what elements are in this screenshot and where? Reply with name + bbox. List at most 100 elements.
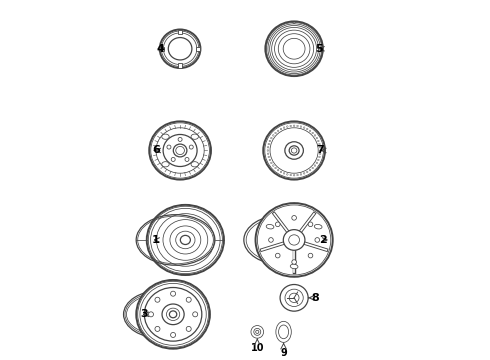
Circle shape <box>268 153 269 154</box>
Circle shape <box>178 138 182 141</box>
Circle shape <box>294 175 295 176</box>
Circle shape <box>290 174 292 176</box>
Circle shape <box>268 156 270 158</box>
Ellipse shape <box>276 321 292 342</box>
Circle shape <box>294 125 295 126</box>
Circle shape <box>277 130 279 132</box>
Ellipse shape <box>147 205 224 275</box>
Ellipse shape <box>290 264 298 269</box>
Circle shape <box>251 325 264 338</box>
Ellipse shape <box>266 224 274 229</box>
Ellipse shape <box>163 135 197 167</box>
Ellipse shape <box>168 37 192 60</box>
Text: 8: 8 <box>309 293 319 303</box>
Circle shape <box>277 169 279 171</box>
Circle shape <box>280 128 282 130</box>
Circle shape <box>171 157 175 161</box>
Text: 10: 10 <box>250 343 264 354</box>
Circle shape <box>268 143 270 145</box>
Circle shape <box>318 156 320 158</box>
Ellipse shape <box>285 142 303 159</box>
Bar <box>178 30 182 34</box>
Circle shape <box>318 159 319 161</box>
Circle shape <box>290 125 292 127</box>
Circle shape <box>306 128 308 130</box>
Circle shape <box>314 165 316 166</box>
Circle shape <box>269 159 270 161</box>
Circle shape <box>312 167 314 169</box>
Circle shape <box>186 327 191 332</box>
Circle shape <box>185 157 189 161</box>
Circle shape <box>309 169 311 171</box>
Ellipse shape <box>162 162 169 167</box>
Ellipse shape <box>289 146 299 155</box>
Bar <box>178 63 182 68</box>
Ellipse shape <box>293 22 295 23</box>
Circle shape <box>275 167 276 169</box>
Ellipse shape <box>136 280 210 349</box>
Circle shape <box>283 127 285 129</box>
Circle shape <box>312 132 314 134</box>
Circle shape <box>292 216 296 220</box>
Text: 3: 3 <box>141 309 148 319</box>
Circle shape <box>270 162 272 164</box>
Ellipse shape <box>191 134 198 139</box>
Text: 4: 4 <box>157 44 165 54</box>
Ellipse shape <box>170 311 177 318</box>
Circle shape <box>318 140 319 142</box>
Ellipse shape <box>244 215 323 265</box>
Text: 9: 9 <box>280 348 287 357</box>
Circle shape <box>167 145 171 149</box>
Circle shape <box>319 147 321 148</box>
Ellipse shape <box>160 30 200 68</box>
Ellipse shape <box>266 21 323 76</box>
Circle shape <box>283 172 285 174</box>
Text: 2: 2 <box>319 235 327 245</box>
Text: 7: 7 <box>317 145 326 156</box>
Circle shape <box>275 253 280 258</box>
Ellipse shape <box>263 121 325 180</box>
Circle shape <box>306 171 308 173</box>
Circle shape <box>189 145 193 149</box>
Circle shape <box>314 135 316 136</box>
Circle shape <box>300 174 302 175</box>
Circle shape <box>171 291 175 296</box>
Circle shape <box>275 222 280 227</box>
Circle shape <box>297 174 298 176</box>
Ellipse shape <box>315 224 322 229</box>
Circle shape <box>318 143 320 145</box>
Circle shape <box>303 172 305 174</box>
Bar <box>161 47 164 51</box>
Circle shape <box>308 222 313 227</box>
Circle shape <box>287 126 288 127</box>
Circle shape <box>315 238 319 242</box>
Circle shape <box>300 126 302 127</box>
Circle shape <box>319 150 321 151</box>
Bar <box>196 47 199 51</box>
Ellipse shape <box>280 284 308 311</box>
Circle shape <box>270 138 272 139</box>
Circle shape <box>155 327 160 332</box>
Ellipse shape <box>162 134 169 139</box>
Ellipse shape <box>180 235 191 244</box>
Circle shape <box>319 153 321 154</box>
Text: 1: 1 <box>152 235 159 245</box>
Ellipse shape <box>123 290 200 338</box>
Ellipse shape <box>283 230 305 250</box>
Circle shape <box>148 312 153 317</box>
Text: 6: 6 <box>152 145 160 156</box>
Ellipse shape <box>191 162 198 167</box>
Circle shape <box>155 297 160 302</box>
Circle shape <box>275 132 276 134</box>
Ellipse shape <box>173 144 187 157</box>
Ellipse shape <box>255 203 333 277</box>
Circle shape <box>280 171 282 173</box>
Circle shape <box>297 125 298 127</box>
Ellipse shape <box>149 121 211 180</box>
Circle shape <box>193 312 197 317</box>
Circle shape <box>303 127 305 129</box>
Circle shape <box>269 238 273 242</box>
Circle shape <box>309 130 311 132</box>
Circle shape <box>171 332 175 337</box>
Circle shape <box>272 135 274 136</box>
